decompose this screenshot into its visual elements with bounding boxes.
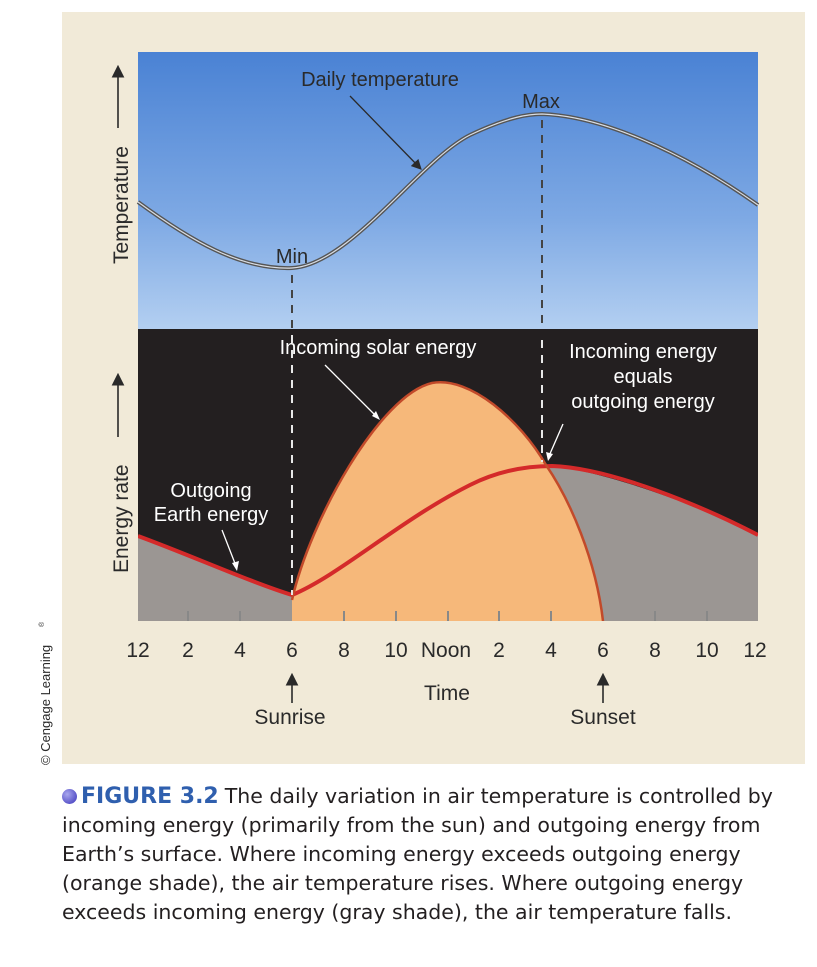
tick-label: 2 bbox=[182, 639, 194, 662]
energy-rate-axis-text: Energy rate bbox=[110, 464, 133, 573]
incoming-solar-area bbox=[292, 382, 603, 621]
time-axis-title: Time bbox=[424, 682, 470, 705]
incoming-solar-curve bbox=[290, 381, 605, 621]
x-axis-tickmarks bbox=[187, 611, 708, 621]
tick-label: 8 bbox=[649, 639, 661, 662]
daily-temperature-pointer bbox=[349, 95, 422, 170]
outgoing-exceeds-area-evening bbox=[546, 465, 758, 621]
max-label: Max bbox=[522, 91, 560, 113]
temperature-axis-text: Temperature bbox=[110, 146, 133, 264]
outgoing-pointer bbox=[221, 529, 237, 567]
tick-label: 6 bbox=[597, 639, 609, 662]
tick-label: Noon bbox=[421, 639, 471, 662]
tick-label: 4 bbox=[234, 639, 246, 662]
incoming-solar-label: Incoming solar energy bbox=[280, 337, 477, 359]
tick-label: 10 bbox=[695, 639, 718, 662]
temperature-panel bbox=[138, 52, 758, 329]
energy-rate-axis-label: Energy rate bbox=[110, 372, 133, 573]
x-axis-tick-labels: 12 2 4 6 8 10 Noon 2 4 6 8 10 12 bbox=[126, 639, 766, 662]
figure-number: FIGURE 3.2 bbox=[81, 784, 219, 809]
bullet-dot-icon bbox=[62, 789, 77, 804]
caption-text: The daily variation in air temperature i… bbox=[62, 784, 773, 924]
temperature-axis-label: Temperature bbox=[110, 64, 133, 264]
min-label: Min bbox=[276, 246, 308, 268]
outgoing-energy-curve bbox=[138, 463, 758, 598]
tick-label: 12 bbox=[743, 639, 766, 662]
daily-temperature-curve-highlight bbox=[137, 113, 759, 269]
cengage-credit: © Cengage Learning bbox=[38, 645, 53, 765]
tick-label: 8 bbox=[338, 639, 350, 662]
equal-label-line1: Incoming energy bbox=[569, 341, 717, 363]
cengage-credit-mark: ® bbox=[38, 621, 46, 627]
figure-caption: FIGURE 3.2 The daily variation in air tem… bbox=[62, 782, 802, 927]
equal-pointer bbox=[548, 423, 564, 457]
tick-label: 4 bbox=[545, 639, 557, 662]
outgoing-exceeds-area bbox=[138, 536, 292, 621]
equal-label-line2: equals bbox=[614, 366, 673, 388]
outgoing-label-line1: Outgoing bbox=[170, 480, 251, 502]
tick-label: 10 bbox=[384, 639, 407, 662]
equal-label-line3: outgoing energy bbox=[571, 391, 714, 413]
energy-temperature-figure: Temperature Energy rate © Cengage Learni… bbox=[38, 12, 805, 765]
tick-label: 2 bbox=[493, 639, 505, 662]
incoming-solar-pointer bbox=[324, 364, 379, 419]
outgoing-label-line2: Earth energy bbox=[154, 504, 269, 526]
tick-label: 6 bbox=[286, 639, 298, 662]
sunset-label: Sunset bbox=[570, 706, 636, 729]
daily-temperature-label: Daily temperature bbox=[301, 69, 459, 91]
sunrise-label: Sunrise bbox=[254, 706, 325, 729]
tick-label: 12 bbox=[126, 639, 149, 662]
